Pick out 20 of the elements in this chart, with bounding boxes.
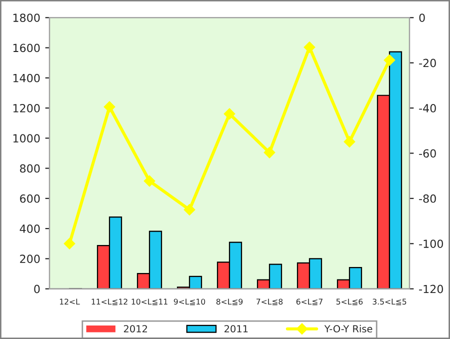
y2-tick-label: -40 [419,104,436,112]
y-tick-label: 1800 [13,14,40,22]
legend-label: 2012 [124,325,147,332]
y-tick-label: 1600 [13,44,40,52]
y2-tick-label: -100 [419,240,444,248]
y-tick-label: 1200 [13,104,40,112]
y-tick-label: 600 [20,194,40,203]
legend-label: Y-O-Y Rise [324,324,372,332]
y2-tick-label: -60 [419,149,436,158]
y-tick-label: 800 [20,164,40,173]
y-tick-label: 1000 [13,134,40,143]
y2-tick-label: -120 [419,284,444,294]
y2-tick-label: -20 [419,58,436,68]
y2-tick-label: -80 [419,194,436,203]
y-tick-label: 400 [20,224,40,233]
y-tick-label: 200 [20,254,40,264]
y-tick-label: 1400 [13,74,40,82]
y-tick-label: 0 [34,284,40,294]
y2-tick-label: 0 [419,14,425,22]
legend-label: 2011 [224,325,248,332]
